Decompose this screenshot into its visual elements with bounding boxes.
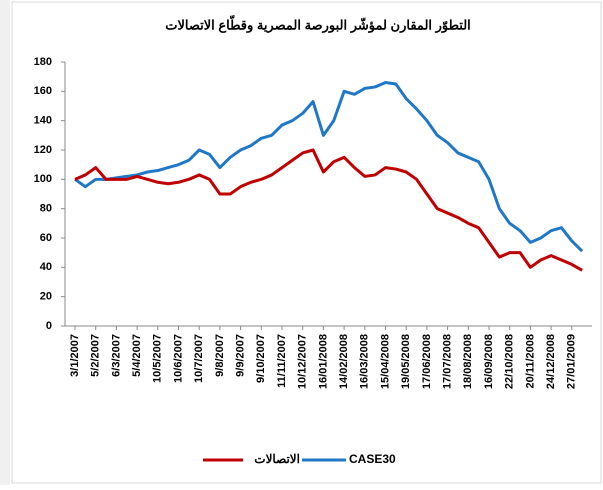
- y-tick-label: 40: [40, 261, 52, 273]
- x-tick-label: 16/03/2008: [359, 334, 371, 389]
- legend-label: الاتصالات: [254, 452, 300, 466]
- y-tick-label: 100: [34, 173, 52, 185]
- legend-label: CASE30: [349, 452, 396, 466]
- y-tick-label: 140: [34, 115, 52, 127]
- y-tick-label: 80: [40, 203, 52, 215]
- x-tick-label: 18/08/2008: [462, 334, 474, 389]
- x-tick-label: 16/09/2008: [483, 334, 495, 389]
- x-tick-label: 10/6/2007: [172, 334, 184, 383]
- x-tick-label: 16/01/2008: [317, 334, 329, 389]
- y-tick-label: 20: [40, 291, 52, 303]
- x-tick-label: 11/11/2007: [276, 334, 288, 388]
- x-tick-label: 9/10/2007: [255, 334, 267, 383]
- x-tick-label: 10/7/2007: [193, 334, 205, 383]
- x-tick-label: 10/12/2007: [297, 334, 309, 389]
- chart-title: التطوّر المقارن لمؤشّر البورصة المصرية و…: [165, 15, 471, 34]
- x-tick-label: 5/4/2007: [131, 334, 143, 377]
- x-tick-label: 27/01/2009: [566, 334, 578, 389]
- series-line: [74, 81, 584, 253]
- x-tick-label: 6/3/2007: [110, 334, 122, 377]
- y-tick-label: 160: [34, 85, 52, 97]
- x-tick-label: 24/12/2008: [545, 334, 557, 389]
- side-strip: [0, 0, 10, 485]
- x-tick-label: 22/10/2008: [504, 334, 516, 389]
- y-tick-label: 60: [40, 232, 52, 244]
- x-tick-label: 5/2/2007: [90, 334, 102, 377]
- x-tick-label: 17/06/2008: [421, 334, 433, 389]
- y-tick-label: 0: [46, 320, 52, 332]
- series-line: [74, 148, 583, 272]
- chart-frame: [11, 1, 602, 484]
- x-tick-label: 3/1/2007: [69, 334, 81, 377]
- x-tick-label: 19/05/2008: [400, 334, 412, 389]
- x-tick-label: 17/07/2008: [442, 334, 454, 389]
- y-tick-label: 120: [34, 144, 52, 156]
- x-tick-label: 9/9/2007: [235, 334, 247, 377]
- x-tick-label: 10/5/2007: [152, 334, 164, 383]
- x-tick-label: 15/04/2008: [379, 334, 391, 389]
- x-tick-label: 20/11/2008: [524, 334, 536, 388]
- x-tick-label: 9/8/2007: [214, 334, 226, 377]
- y-tick-label: 180: [34, 56, 52, 68]
- x-tick-label: 14/02/2008: [338, 334, 350, 389]
